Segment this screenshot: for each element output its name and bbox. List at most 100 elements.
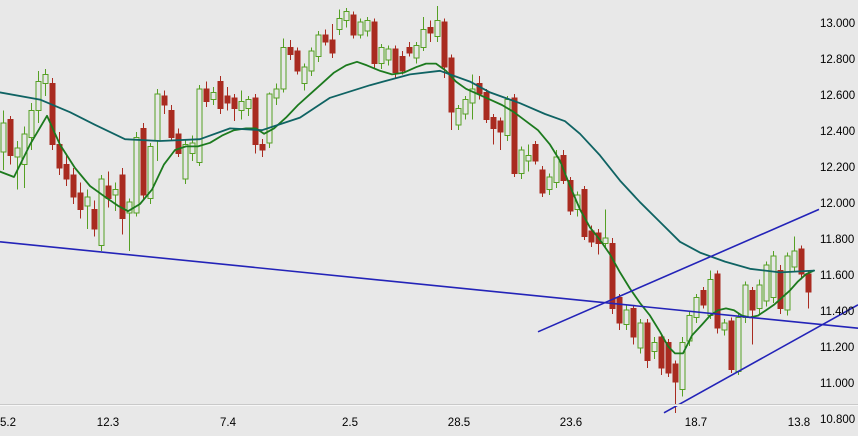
y-axis-tick-label: 12.200 [820,162,856,174]
x-axis-tick-label: 13.8 [787,417,811,429]
candle-body [49,82,56,146]
candle-body [112,189,119,196]
candle-body [224,95,231,104]
candle-body [35,81,42,111]
candle-up [315,31,322,62]
candle-body [532,144,539,162]
trendline-ascending-upper[interactable] [537,208,820,333]
candle-body [791,250,798,268]
candle-down [798,245,805,280]
y-axis-tick-label: 11.000 [820,378,855,390]
candle-body [784,255,791,311]
candle-down [294,47,301,75]
candle-up [336,9,343,35]
candle-body [238,100,245,111]
candle-up [679,337,686,397]
candle-body [630,307,637,338]
candle-up [273,83,280,105]
candle-up [546,173,553,195]
candle-down [252,94,259,154]
candle-down [140,123,147,201]
candle-body [672,363,679,383]
candle-down [406,42,413,57]
candle-up [378,43,385,69]
candle-up [735,313,742,375]
candle-down [168,105,175,141]
candle-down [567,177,574,215]
trendline-ascending-lower[interactable] [663,304,858,414]
candle-body [553,156,560,183]
candle-body [266,93,273,144]
candle-body [70,174,77,198]
candle-body [301,66,308,84]
candles-layer [0,6,812,413]
candle-up [651,337,658,359]
candle-body [231,97,238,110]
candle-body [805,273,812,293]
candle-down [91,200,98,237]
candle-body [119,174,126,219]
candle-body [357,21,364,36]
y-axis-tick-label: 11.600 [820,270,855,282]
candle-up [14,141,21,190]
candle-down [644,319,651,368]
candle-body [525,154,532,162]
candle-up [196,85,203,167]
candle-body [693,297,700,318]
candle-body [126,201,133,214]
candle-up [147,142,154,204]
candle-down [399,51,406,75]
candle-body [329,39,336,54]
candle-up [35,70,42,123]
candle-body [133,136,140,214]
candle-up [126,198,133,251]
candle-body [700,289,707,306]
candle-body [308,50,315,72]
candle-down [350,11,357,39]
candle-body [28,109,35,138]
candle-body [399,55,406,72]
candle-up [210,87,217,105]
candle-body [749,289,756,311]
candle-down [483,88,490,123]
x-axis-tick-label: 28.5 [447,417,471,429]
candle-down [217,76,224,114]
candle-up [623,304,630,330]
candle-up [763,261,770,307]
candle-down [259,139,266,158]
candle-body [168,109,175,138]
trendline-descending-long[interactable] [0,241,858,329]
candle-body [259,144,266,151]
candle-down [322,29,329,46]
candle-down [511,94,518,177]
candle-body [140,127,147,196]
candle-body [315,34,322,57]
candle-down [175,128,182,158]
candle-body [371,21,378,65]
candle-up [357,18,364,39]
candle-body [413,45,420,59]
candle-body [392,48,399,74]
candle-body [196,88,203,164]
candle-body [511,97,518,174]
candle-body [0,122,7,153]
candle-body [105,185,112,200]
candle-body [490,117,497,129]
candle-up [301,63,308,91]
candle-body [644,322,651,362]
candle-body [469,88,476,104]
candle-up [756,279,763,314]
x-axis-tick-label: 7.4 [220,417,236,429]
candle-body [161,95,168,106]
candle-down [7,115,14,165]
candle-body [756,284,763,309]
candle-down [203,81,210,107]
candle-down [609,238,616,314]
candle-down [777,265,784,314]
candle-body [623,309,630,326]
candle-body [735,316,742,372]
candle-up [455,105,462,131]
x-axis-tick-label: 2.5 [342,417,358,429]
